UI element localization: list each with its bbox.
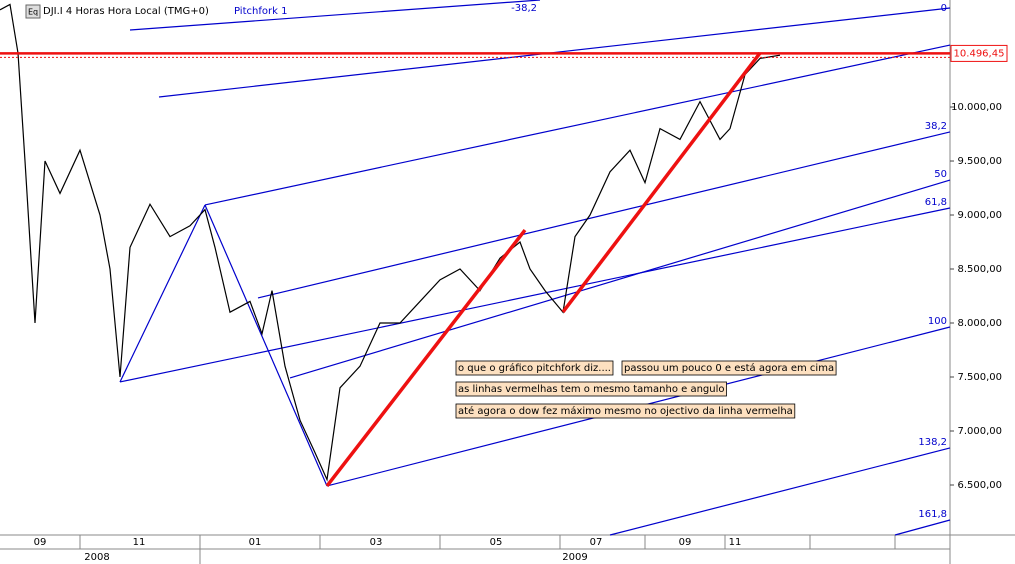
icon-label: Eq bbox=[28, 8, 38, 17]
y-tick-label: 6.500,00 bbox=[957, 480, 1002, 491]
pitchfork-label: 0 bbox=[941, 3, 947, 14]
note-text: as linhas vermelhas tem o mesmo tamanho … bbox=[458, 384, 725, 395]
note-text: o que o gráfico pitchfork diz.... bbox=[458, 362, 611, 374]
pitchfork-line bbox=[119, 207, 951, 383]
icon[interactable] bbox=[25, 4, 41, 19]
note-box bbox=[621, 360, 837, 376]
pitchfork-line bbox=[289, 179, 951, 379]
pitchfork-line bbox=[204, 204, 328, 487]
y-tick-label: 10.000,00 bbox=[951, 102, 1002, 113]
y-tick-label: 9.000,00 bbox=[957, 210, 1002, 221]
year-label: 2008 bbox=[84, 552, 109, 563]
pitchfork-label: 138,2 bbox=[918, 437, 947, 448]
pitchfork-label: 61,8 bbox=[925, 197, 947, 208]
pitchfork-line bbox=[204, 44, 951, 206]
x-tick-label: 01 bbox=[249, 537, 262, 548]
note-text: passou um pouco 0 e está agora em cima bbox=[624, 362, 834, 374]
pitchfork-label: -38,2 bbox=[511, 3, 537, 14]
y-tick-label: 7.500,00 bbox=[957, 372, 1002, 383]
chart-title: DJI.I 4 Horas Hora Local (TMG+0) bbox=[43, 6, 209, 17]
y-tick-label: 8.000,00 bbox=[957, 318, 1002, 329]
x-tick-label: 09 bbox=[679, 537, 692, 548]
y-tick-label: 8.500,00 bbox=[957, 264, 1002, 275]
pitchfork-label: 38,2 bbox=[925, 121, 947, 132]
month-dividers bbox=[79, 535, 896, 564]
indicator-label[interactable]: Pitchfork 1 bbox=[234, 6, 287, 17]
pitchfork-line bbox=[894, 519, 951, 536]
note-box bbox=[455, 403, 796, 419]
pitchfork-label: 100 bbox=[928, 316, 947, 327]
red-line bbox=[561, 51, 762, 314]
pitchfork-line bbox=[119, 204, 206, 383]
note-box bbox=[455, 381, 727, 397]
x-tick-label: 07 bbox=[590, 537, 603, 548]
x-tick-label: 03 bbox=[370, 537, 383, 548]
last-price-box bbox=[950, 44, 1008, 62]
pitchfork-line bbox=[609, 447, 951, 536]
red-line bbox=[325, 228, 527, 488]
x-tick-label: 11 bbox=[729, 537, 742, 548]
y-tick-label: 9.500,00 bbox=[957, 156, 1002, 167]
pitchfork-line bbox=[129, 0, 541, 31]
x-tick-label: 11 bbox=[133, 537, 146, 548]
y-tick-label: 7.000,00 bbox=[957, 426, 1002, 437]
x-tick-label: 05 bbox=[490, 537, 503, 548]
pitchfork-label: 161,8 bbox=[918, 509, 947, 520]
note-text: até agora o dow fez máximo mesmo no ojec… bbox=[458, 405, 793, 417]
x-tick-label: 09 bbox=[34, 537, 47, 548]
pitchfork-label: 50 bbox=[934, 169, 947, 180]
pitchfork-line bbox=[257, 131, 951, 299]
note-box bbox=[455, 360, 614, 376]
last-price-label: 10.496,45 bbox=[954, 48, 1005, 59]
price-line bbox=[0, 3, 781, 482]
year-label: 2009 bbox=[562, 552, 587, 563]
